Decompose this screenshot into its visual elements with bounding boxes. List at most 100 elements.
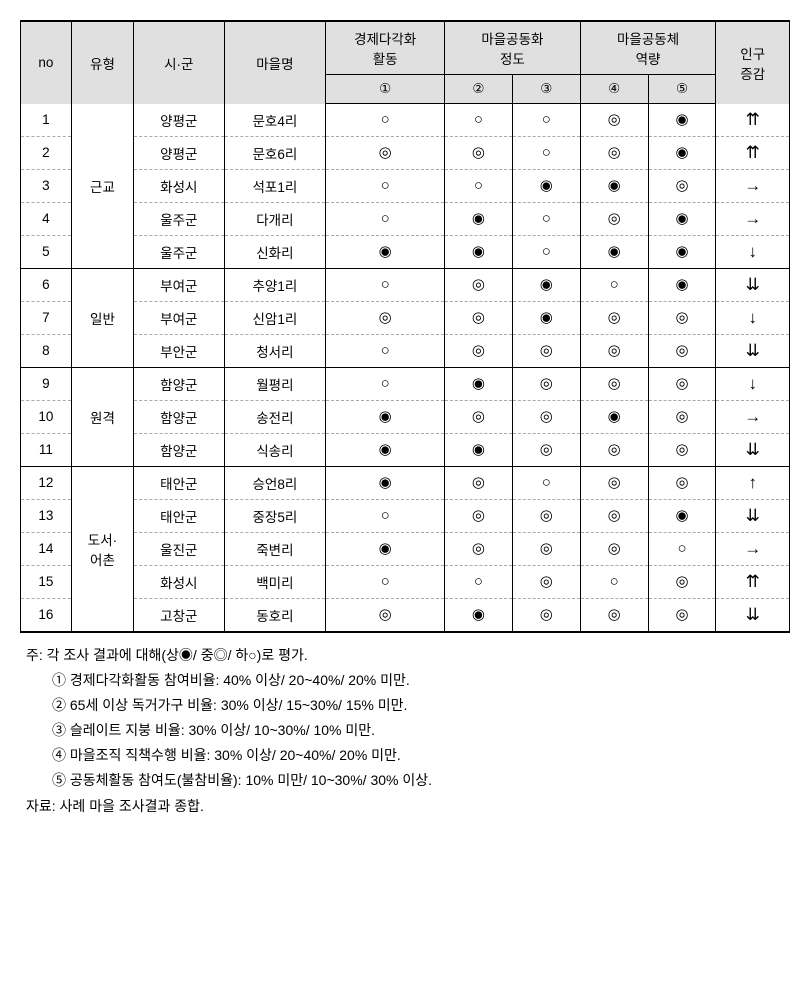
- cell-c1: ○: [326, 268, 445, 301]
- cell-c2: ◎: [445, 334, 513, 367]
- cell-c4: ◎: [580, 499, 648, 532]
- col-comm: 마을공동화정도: [445, 21, 581, 75]
- table-row: 7부여군신암1리◎◎◉◎◎↓: [21, 301, 790, 334]
- col-c2: ②: [445, 75, 513, 104]
- cell-c3: ◎: [512, 565, 580, 598]
- cell-no: 1: [21, 104, 72, 137]
- cell-no: 2: [21, 136, 72, 169]
- table-row: 6일반부여군추양1리○◎◉○◉⇊: [21, 268, 790, 301]
- table-row: 4울주군다개리○◉○◎◉→: [21, 202, 790, 235]
- cell-no: 16: [21, 598, 72, 632]
- cell-c5: ◉: [648, 202, 716, 235]
- cell-c2: ◎: [445, 400, 513, 433]
- cell-c5: ◎: [648, 301, 716, 334]
- cell-pop: ⇊: [716, 268, 790, 301]
- cell-pop: ⇈: [716, 136, 790, 169]
- cell-pop: ↑: [716, 466, 790, 499]
- cell-c1: ◎: [326, 136, 445, 169]
- cell-gun: 부안군: [134, 334, 224, 367]
- cell-village: 승언8리: [224, 466, 326, 499]
- cell-c4: ◎: [580, 466, 648, 499]
- cell-c2: ◎: [445, 532, 513, 565]
- col-pop: 인구증감: [716, 21, 790, 104]
- cell-village: 문호4리: [224, 104, 326, 137]
- cell-pop: ↓: [716, 301, 790, 334]
- cell-c3: ○: [512, 136, 580, 169]
- col-type: 유형: [71, 21, 133, 104]
- cell-c2: ◉: [445, 202, 513, 235]
- cell-pop: ⇈: [716, 104, 790, 137]
- cell-c2: ◉: [445, 598, 513, 632]
- note-2: ② 65세 이상 독거가구 비율: 30% 이상/ 15~30%/ 15% 미만…: [26, 693, 790, 718]
- cell-no: 11: [21, 433, 72, 466]
- cell-c4: ○: [580, 268, 648, 301]
- cell-c3: ◎: [512, 433, 580, 466]
- table-row: 8부안군청서리○◎◎◎◎⇊: [21, 334, 790, 367]
- cell-c5: ◎: [648, 367, 716, 400]
- cell-no: 5: [21, 235, 72, 268]
- cell-gun: 함양군: [134, 400, 224, 433]
- cell-c4: ◉: [580, 169, 648, 202]
- cell-c5: ◎: [648, 598, 716, 632]
- cell-c4: ◎: [580, 202, 648, 235]
- col-c3: ③: [512, 75, 580, 104]
- cell-c5: ◉: [648, 104, 716, 137]
- cell-c2: ◎: [445, 136, 513, 169]
- cell-c1: ○: [326, 499, 445, 532]
- cell-village: 송전리: [224, 400, 326, 433]
- cell-no: 14: [21, 532, 72, 565]
- cell-c2: ○: [445, 104, 513, 137]
- cell-c2: ○: [445, 169, 513, 202]
- cell-type: 근교: [71, 104, 133, 269]
- cell-c1: ◉: [326, 235, 445, 268]
- cell-pop: ⇊: [716, 499, 790, 532]
- cell-c3: ◉: [512, 268, 580, 301]
- col-eco: 경제다각화활동: [326, 21, 445, 75]
- cell-gun: 부여군: [134, 268, 224, 301]
- cell-c3: ◎: [512, 598, 580, 632]
- cell-c3: ○: [512, 235, 580, 268]
- table-row: 1근교양평군문호4리○○○◎◉⇈: [21, 104, 790, 137]
- cell-c3: ◉: [512, 301, 580, 334]
- col-c1: ①: [326, 75, 445, 104]
- table-row: 14울진군죽변리◉◎◎◎○→: [21, 532, 790, 565]
- note-main: 주: 각 조사 결과에 대해(상◉/ 중◎/ 하○)로 평가.: [26, 643, 790, 668]
- cell-village: 추양1리: [224, 268, 326, 301]
- cell-c4: ◎: [580, 532, 648, 565]
- cell-gun: 함양군: [134, 367, 224, 400]
- table-row: 16고창군동호리◎◉◎◎◎⇊: [21, 598, 790, 632]
- cell-c5: ◎: [648, 565, 716, 598]
- cell-village: 청서리: [224, 334, 326, 367]
- cell-c5: ◉: [648, 499, 716, 532]
- col-gun: 시·군: [134, 21, 224, 104]
- cell-c2: ◎: [445, 466, 513, 499]
- cell-c3: ◎: [512, 334, 580, 367]
- table-row: 12도서·어촌태안군승언8리◉◎○◎◎↑: [21, 466, 790, 499]
- cell-c2: ◎: [445, 499, 513, 532]
- cell-c1: ○: [326, 202, 445, 235]
- cell-c1: ○: [326, 104, 445, 137]
- cell-pop: ⇊: [716, 334, 790, 367]
- cell-c1: ◉: [326, 433, 445, 466]
- cell-c5: ◎: [648, 334, 716, 367]
- note-source: 자료: 사례 마을 조사결과 종합.: [26, 794, 790, 819]
- cell-c1: ◉: [326, 466, 445, 499]
- cell-pop: →: [716, 169, 790, 202]
- notes-block: 주: 각 조사 결과에 대해(상◉/ 중◎/ 하○)로 평가. ① 경제다각화활…: [20, 643, 790, 819]
- cell-village: 석포1리: [224, 169, 326, 202]
- cell-village: 신화리: [224, 235, 326, 268]
- cell-c4: ◉: [580, 400, 648, 433]
- cell-c5: ◉: [648, 235, 716, 268]
- cell-c4: ◎: [580, 136, 648, 169]
- cell-type: 원격: [71, 367, 133, 466]
- cell-c1: ○: [326, 334, 445, 367]
- col-c4: ④: [580, 75, 648, 104]
- cell-gun: 울주군: [134, 235, 224, 268]
- cell-c3: ◎: [512, 400, 580, 433]
- cell-c4: ◎: [580, 301, 648, 334]
- cell-pop: ⇊: [716, 433, 790, 466]
- cell-c4: ◎: [580, 433, 648, 466]
- cell-c2: ◎: [445, 268, 513, 301]
- table-row: 13태안군중장5리○◎◎◎◉⇊: [21, 499, 790, 532]
- cell-no: 6: [21, 268, 72, 301]
